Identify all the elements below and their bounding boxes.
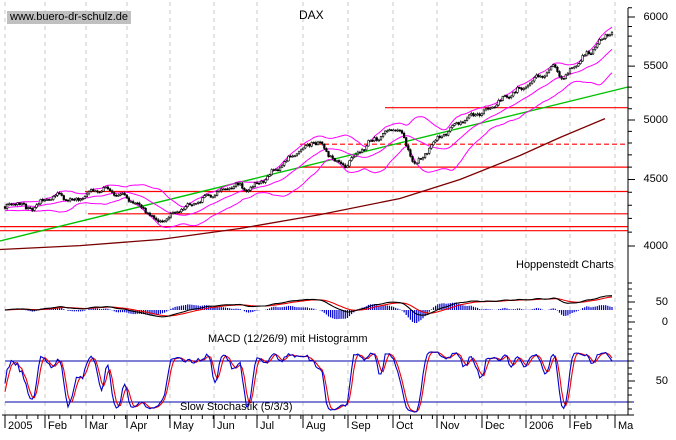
x-axis-label: Jun (217, 420, 235, 432)
up-candles (6, 32, 614, 223)
ma200-line (0, 118, 606, 251)
x-axis-label: Sep (351, 420, 371, 432)
x-axis-label: Aug (306, 420, 326, 432)
bollinger-band (4, 49, 613, 216)
x-axis-label: Oct (396, 420, 414, 432)
y-axis-label: 4000 (643, 240, 668, 252)
x-axis-label: 2006 (529, 420, 554, 432)
page-title: DAX (299, 8, 324, 22)
stoch-k-line (4, 351, 613, 413)
y-axis-label: 5000 (643, 113, 668, 126)
x-axis-label: 2005 (8, 420, 33, 432)
x-axis-label: Dec (485, 420, 505, 432)
x-axis-label: Feb (573, 420, 592, 432)
y-axis-label: 6000 (643, 11, 668, 23)
down-candles (3, 34, 609, 223)
y-axis-label: 50 (655, 375, 668, 387)
bollinger-band (4, 26, 613, 208)
macd-line (4, 295, 613, 318)
credit-label: Hoppenstedt Charts (516, 259, 614, 271)
y-axis-label: 50 (655, 296, 668, 308)
x-axis-label: May (173, 420, 194, 432)
trendline (0, 86, 629, 242)
x-axis-label: Apr (130, 420, 148, 432)
watermark: www.buero-dr-schulz.de (7, 11, 131, 24)
x-axis-label: Ma (618, 420, 634, 432)
stoch-label: Slow Stochastik (5/3/3) (180, 401, 293, 413)
y-axis-label: 0 (661, 316, 668, 328)
x-axis-label: Nov (440, 420, 460, 432)
y-axis-label: 4500 (643, 173, 668, 186)
axis-frame (2, 7, 635, 428)
x-axis-label: Mar (89, 420, 108, 432)
x-axis-label: Feb (48, 420, 67, 432)
macd-label: MACD (12/26/9) mit Histogramm (208, 333, 368, 345)
x-axis-label: Jul (260, 420, 275, 432)
y-axis-label: 5500 (643, 60, 668, 73)
bollinger-band (4, 72, 613, 229)
